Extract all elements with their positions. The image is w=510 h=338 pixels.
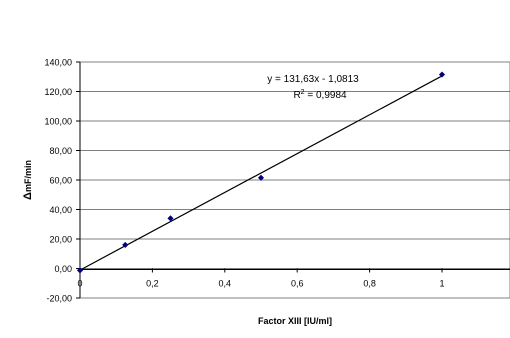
y-tick-label: 40,00 — [49, 205, 72, 215]
x-tick-label: 1 — [439, 279, 444, 289]
trendline-r2: R2 = 0,9984 — [293, 89, 347, 101]
ticks-layer: -20,000,0020,0040,0060,0080,00100,00120,… — [44, 58, 444, 304]
y-axis-title-text: mF/min — [23, 160, 33, 192]
r2-value: = 0,9984 — [305, 90, 347, 101]
r2-prefix: R — [293, 90, 300, 101]
x-tick-label: 0,8 — [363, 279, 376, 289]
x-tick-label: 0,6 — [291, 279, 304, 289]
data-point — [76, 267, 84, 274]
grid-layer — [80, 91, 510, 269]
x-tick-label: 0 — [77, 279, 82, 289]
x-tick-label: 0,4 — [219, 279, 232, 289]
data-point — [167, 215, 174, 222]
y-tick-label: -20,00 — [46, 294, 72, 304]
x-axis-title: Factor XIII [IU/ml] — [258, 316, 332, 326]
r2-superscript: 2 — [301, 89, 305, 96]
y-axis-title: ΔmF/min — [22, 160, 34, 200]
y-tick-label: 140,00 — [44, 58, 72, 68]
y-axis-title-delta: Δ — [22, 192, 34, 200]
trend-layer — [79, 75, 443, 271]
trendline — [79, 75, 443, 271]
trendline-equation: y = 131,63x - 1,0813 — [267, 74, 359, 85]
y-tick-label: 0,00 — [54, 264, 72, 274]
y-tick-label: 100,00 — [44, 117, 72, 127]
y-tick-label: 120,00 — [44, 87, 72, 97]
x-tick-label: 0,2 — [146, 279, 159, 289]
points-layer — [76, 71, 446, 274]
y-tick-label: 20,00 — [49, 235, 72, 245]
data-point — [122, 241, 129, 249]
y-tick-label: 60,00 — [49, 176, 72, 186]
data-point — [438, 71, 446, 78]
y-tick-label: 80,00 — [49, 146, 72, 156]
data-point — [257, 174, 265, 181]
